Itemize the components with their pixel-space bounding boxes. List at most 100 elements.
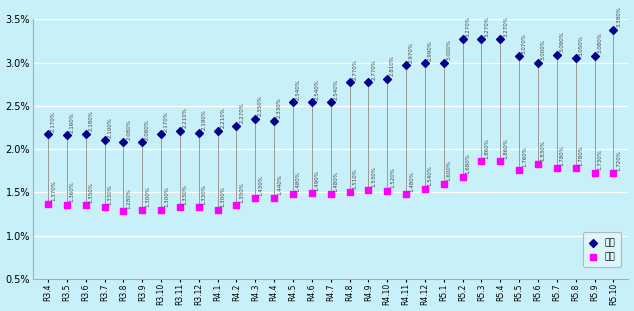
Text: 3.270%: 3.270% xyxy=(465,16,470,37)
最低 xyxy=(81,203,91,208)
Text: 1.830%: 1.830% xyxy=(541,140,546,161)
Text: 1.280%: 1.280% xyxy=(126,188,131,209)
最低 xyxy=(401,192,411,197)
Text: 2.770%: 2.770% xyxy=(353,59,358,80)
最高 xyxy=(552,52,562,57)
Text: 1.330%: 1.330% xyxy=(183,184,188,205)
最低 xyxy=(608,171,618,176)
最高 xyxy=(439,60,449,65)
Text: 3.050%: 3.050% xyxy=(578,35,583,56)
最高 xyxy=(420,61,430,66)
Text: 1.350%: 1.350% xyxy=(239,182,244,203)
Text: 1.330%: 1.330% xyxy=(107,184,112,205)
最低 xyxy=(43,201,53,206)
最低 xyxy=(590,170,600,175)
Text: 1.370%: 1.370% xyxy=(51,180,56,201)
最低 xyxy=(476,159,486,164)
最低 xyxy=(514,167,524,172)
最低 xyxy=(382,188,392,193)
Text: 1.300%: 1.300% xyxy=(145,186,150,207)
最低 xyxy=(100,205,110,210)
Text: 2.540%: 2.540% xyxy=(296,79,301,100)
Text: 1.860%: 1.860% xyxy=(484,138,489,159)
Text: 2.540%: 2.540% xyxy=(333,79,339,100)
Text: 2.540%: 2.540% xyxy=(314,79,320,100)
最高 xyxy=(382,77,392,81)
最高 xyxy=(344,80,354,85)
最低 xyxy=(533,161,543,166)
最高 xyxy=(119,140,129,145)
最高 xyxy=(401,63,411,67)
最低 xyxy=(439,181,449,186)
Text: 3.070%: 3.070% xyxy=(522,33,527,54)
Text: 3.270%: 3.270% xyxy=(484,16,489,37)
最高 xyxy=(514,54,524,59)
最高 xyxy=(288,100,298,105)
Text: 3.380%: 3.380% xyxy=(616,6,621,27)
最低 xyxy=(326,192,336,197)
Text: 3.270%: 3.270% xyxy=(503,16,508,37)
Text: 1.860%: 1.860% xyxy=(503,138,508,159)
最低 xyxy=(495,159,505,164)
最低 xyxy=(61,202,72,207)
最高 xyxy=(608,27,618,32)
最高 xyxy=(476,37,486,42)
Text: 1.480%: 1.480% xyxy=(333,171,339,192)
Text: 3.090%: 3.090% xyxy=(560,31,565,52)
最低 xyxy=(212,207,223,212)
最高 xyxy=(212,128,223,133)
Text: 2.160%: 2.160% xyxy=(70,112,75,133)
Text: 2.990%: 2.990% xyxy=(428,40,433,61)
Text: 1.480%: 1.480% xyxy=(296,171,301,192)
最高 xyxy=(269,118,279,123)
Text: 3.000%: 3.000% xyxy=(541,39,546,60)
Text: 2.170%: 2.170% xyxy=(51,111,56,132)
最低 xyxy=(458,174,468,179)
Text: 2.100%: 2.100% xyxy=(107,117,112,138)
Text: 3.080%: 3.080% xyxy=(597,32,602,53)
Text: 2.190%: 2.190% xyxy=(202,109,207,130)
Text: 1.720%: 1.720% xyxy=(616,150,621,171)
Text: 2.970%: 2.970% xyxy=(409,42,414,63)
Text: 1.480%: 1.480% xyxy=(409,171,414,192)
Text: 2.080%: 2.080% xyxy=(145,119,150,140)
最低 xyxy=(137,207,147,212)
最高 xyxy=(137,140,147,145)
Text: 2.270%: 2.270% xyxy=(239,102,244,123)
Text: 1.760%: 1.760% xyxy=(522,146,527,167)
Text: 1.350%: 1.350% xyxy=(89,182,94,203)
最高 xyxy=(495,37,505,42)
最高 xyxy=(231,123,242,128)
Text: 1.540%: 1.540% xyxy=(428,165,433,186)
Text: 2.330%: 2.330% xyxy=(277,97,282,118)
最低 xyxy=(363,187,373,192)
最低 xyxy=(344,189,354,194)
最高 xyxy=(100,138,110,143)
Text: 2.210%: 2.210% xyxy=(221,108,226,128)
最低 xyxy=(307,191,317,196)
Text: 2.770%: 2.770% xyxy=(372,59,376,80)
最高 xyxy=(458,37,468,42)
Text: 2.210%: 2.210% xyxy=(183,108,188,128)
最高 xyxy=(571,56,581,61)
Text: 1.600%: 1.600% xyxy=(446,160,451,181)
Text: 1.360%: 1.360% xyxy=(70,181,75,202)
Text: 1.530%: 1.530% xyxy=(372,166,376,187)
Text: 1.730%: 1.730% xyxy=(597,149,602,170)
最低 xyxy=(269,195,279,200)
最低 xyxy=(194,205,204,210)
Text: 1.780%: 1.780% xyxy=(560,145,565,165)
最低 xyxy=(175,205,185,210)
Text: 1.780%: 1.780% xyxy=(578,145,583,165)
最高 xyxy=(533,60,543,65)
Text: 1.440%: 1.440% xyxy=(277,174,282,195)
Text: 3.000%: 3.000% xyxy=(446,39,451,60)
最低 xyxy=(156,207,166,212)
最高 xyxy=(175,128,185,133)
最高 xyxy=(61,133,72,138)
最低 xyxy=(250,196,261,201)
Text: 1.430%: 1.430% xyxy=(258,175,263,196)
Text: 1.330%: 1.330% xyxy=(202,184,207,205)
Text: 1.680%: 1.680% xyxy=(465,153,470,174)
最低 xyxy=(571,166,581,171)
